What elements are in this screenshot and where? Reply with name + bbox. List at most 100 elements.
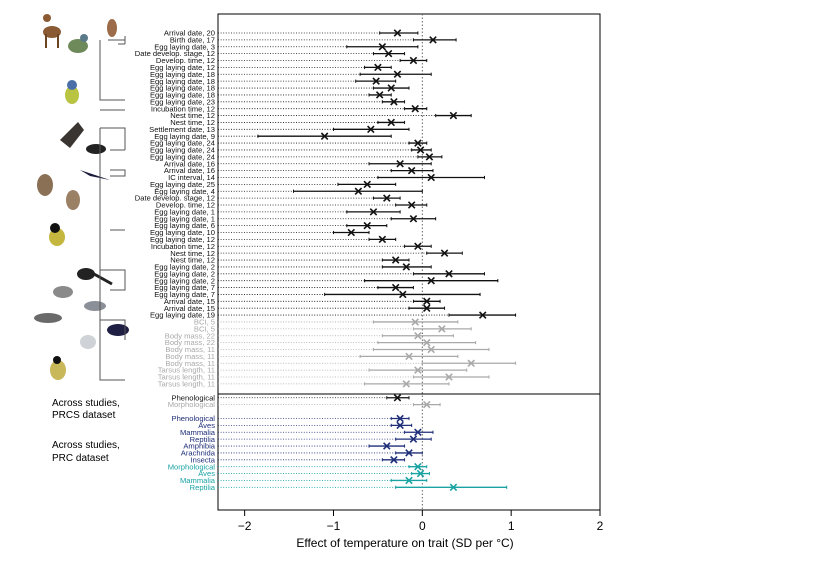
estimate-marker [396, 414, 404, 423]
species-silhouettes [34, 14, 129, 381]
row-label: Egg laying date, 6 [154, 221, 215, 230]
row-label: Mammalia [180, 476, 216, 485]
forest-row: Insecta [191, 455, 406, 464]
estimate-marker [393, 29, 402, 37]
wader-icon [34, 313, 129, 336]
forest-row: Egg laying date, 23 [150, 97, 406, 106]
estimate-marker [445, 270, 453, 278]
plot-frame [217, 13, 601, 511]
row-label: Egg laying date, 2 [154, 269, 215, 278]
chickadee-icon [50, 356, 66, 380]
row-label: Morphological [168, 462, 216, 471]
estimate-marker [414, 139, 422, 147]
row-label: Body mass, 11 [165, 359, 215, 368]
estimate-marker [347, 228, 356, 237]
forest-row: Mammalia [180, 476, 428, 485]
row-label: Egg laying date, 18 [150, 77, 215, 86]
row-label: BCI, 5 [194, 318, 215, 327]
row-label: IC interval, 14 [168, 173, 215, 182]
row-label: Egg laying date, 3 [154, 42, 215, 51]
estimate-marker [427, 173, 435, 182]
estimate-marker [407, 201, 416, 209]
x-axis-label: Effect of temperature on trait (SD per °… [296, 536, 513, 550]
row-label: Arrival date, 15 [164, 297, 215, 306]
forest-row: Incubation time, 12 [151, 104, 428, 113]
great-tit-icon [49, 223, 65, 246]
forest-row: Egg laying date, 4 [154, 187, 423, 196]
forest-row: Egg laying date, 24 [150, 139, 428, 148]
row-label: Body mass, 22 [165, 338, 215, 347]
forest-row: Egg laying date, 24 [150, 152, 443, 161]
estimate-marker [414, 366, 422, 374]
row-label: Egg laying date, 12 [150, 63, 215, 72]
forest-row: Arrival date, 15 [164, 297, 441, 306]
estimate-marker [409, 214, 418, 223]
forest-row: Egg laying date, 18 [150, 77, 397, 86]
estimate-marker [363, 221, 372, 230]
forest-row: Egg laying date, 18 [150, 84, 410, 93]
forest-row: Egg laying date, 12 [150, 235, 397, 244]
x-tick-label: 0 [419, 519, 426, 533]
row-label: Egg laying date, 23 [150, 97, 215, 106]
row-label: Aves [198, 421, 215, 430]
forest-row: Egg laying date, 3 [154, 42, 419, 51]
estimate-marker [409, 435, 418, 443]
estimate-marker [405, 476, 413, 485]
row-label: Egg laying date, 18 [150, 91, 215, 100]
estimate-marker [409, 56, 418, 65]
estimate-marker [467, 359, 475, 368]
forest-row: Tarsus length, 11 [158, 373, 490, 382]
row-label: Egg laying date, 24 [150, 146, 215, 155]
row-label: Date develop. stage, 12 [135, 194, 215, 203]
x-tick-label: −1 [327, 519, 341, 533]
row-label: Egg laying date, 24 [150, 152, 215, 161]
estimate-marker [374, 63, 382, 72]
forest-row: Birth date, 17 [170, 35, 457, 44]
forest-row: Egg laying date, 12 [150, 63, 392, 72]
estimate-marker [427, 276, 435, 285]
phylogeny-tree [99, 36, 126, 381]
row-label: Egg laying date, 2 [154, 276, 215, 285]
row-label: Insecta [191, 455, 216, 464]
forest-row: Arrival date, 16 [164, 159, 432, 168]
row-label: Aves [198, 469, 215, 478]
estimate-marker [427, 345, 435, 354]
row-label: Egg laying date, 9 [154, 132, 215, 141]
group-label-prc: Across studies, PRC dataset [52, 440, 120, 464]
forest-row: Phenological [172, 414, 410, 423]
forest-row: Egg laying date, 7 [154, 283, 414, 292]
gull-icon [80, 335, 96, 349]
forest-row: Date develop. stage, 12 [135, 49, 406, 58]
forest-row: Date develop. stage, 12 [135, 194, 401, 203]
estimate-marker [449, 111, 458, 120]
forest-row: Egg laying date, 2 [154, 263, 432, 272]
forest-row: Develop. time, 12 [156, 56, 428, 65]
forest-row: Egg laying date, 19 [150, 311, 517, 320]
row-label: Morphological [168, 400, 216, 409]
row-label: Incubation time, 12 [151, 104, 215, 113]
forest-row: Body mass, 22 [165, 338, 477, 347]
row-label: Egg laying date, 12 [150, 235, 215, 244]
forest-row: Egg laying date, 1 [154, 207, 401, 216]
x-tick-label: −2 [238, 519, 252, 533]
group-label-prcs-line2: PRCS dataset [52, 410, 116, 421]
forest-row: Reptilia [190, 483, 508, 492]
row-label: Nest time, 12 [170, 118, 215, 127]
blue-tit-icon [65, 80, 79, 104]
forest-row: Settlement date, 13 [149, 125, 410, 134]
forest-row: Body mass, 11 [165, 345, 490, 354]
row-label: Arrival date, 15 [164, 304, 215, 313]
forest-row: Tarsus length, 11 [158, 366, 468, 375]
songbird-icon [68, 19, 117, 53]
estimate-marker [405, 449, 413, 457]
row-label: Nest time, 12 [170, 111, 215, 120]
estimate-marker [414, 428, 422, 437]
row-label: Develop. time, 12 [156, 56, 215, 65]
estimate-marker [391, 283, 400, 292]
forest-row: Egg laying date, 1 [154, 214, 437, 223]
group-label-prcs-line1: Across studies, [52, 398, 120, 409]
estimate-marker [375, 91, 384, 99]
row-label: Tarsus length, 11 [158, 366, 215, 375]
